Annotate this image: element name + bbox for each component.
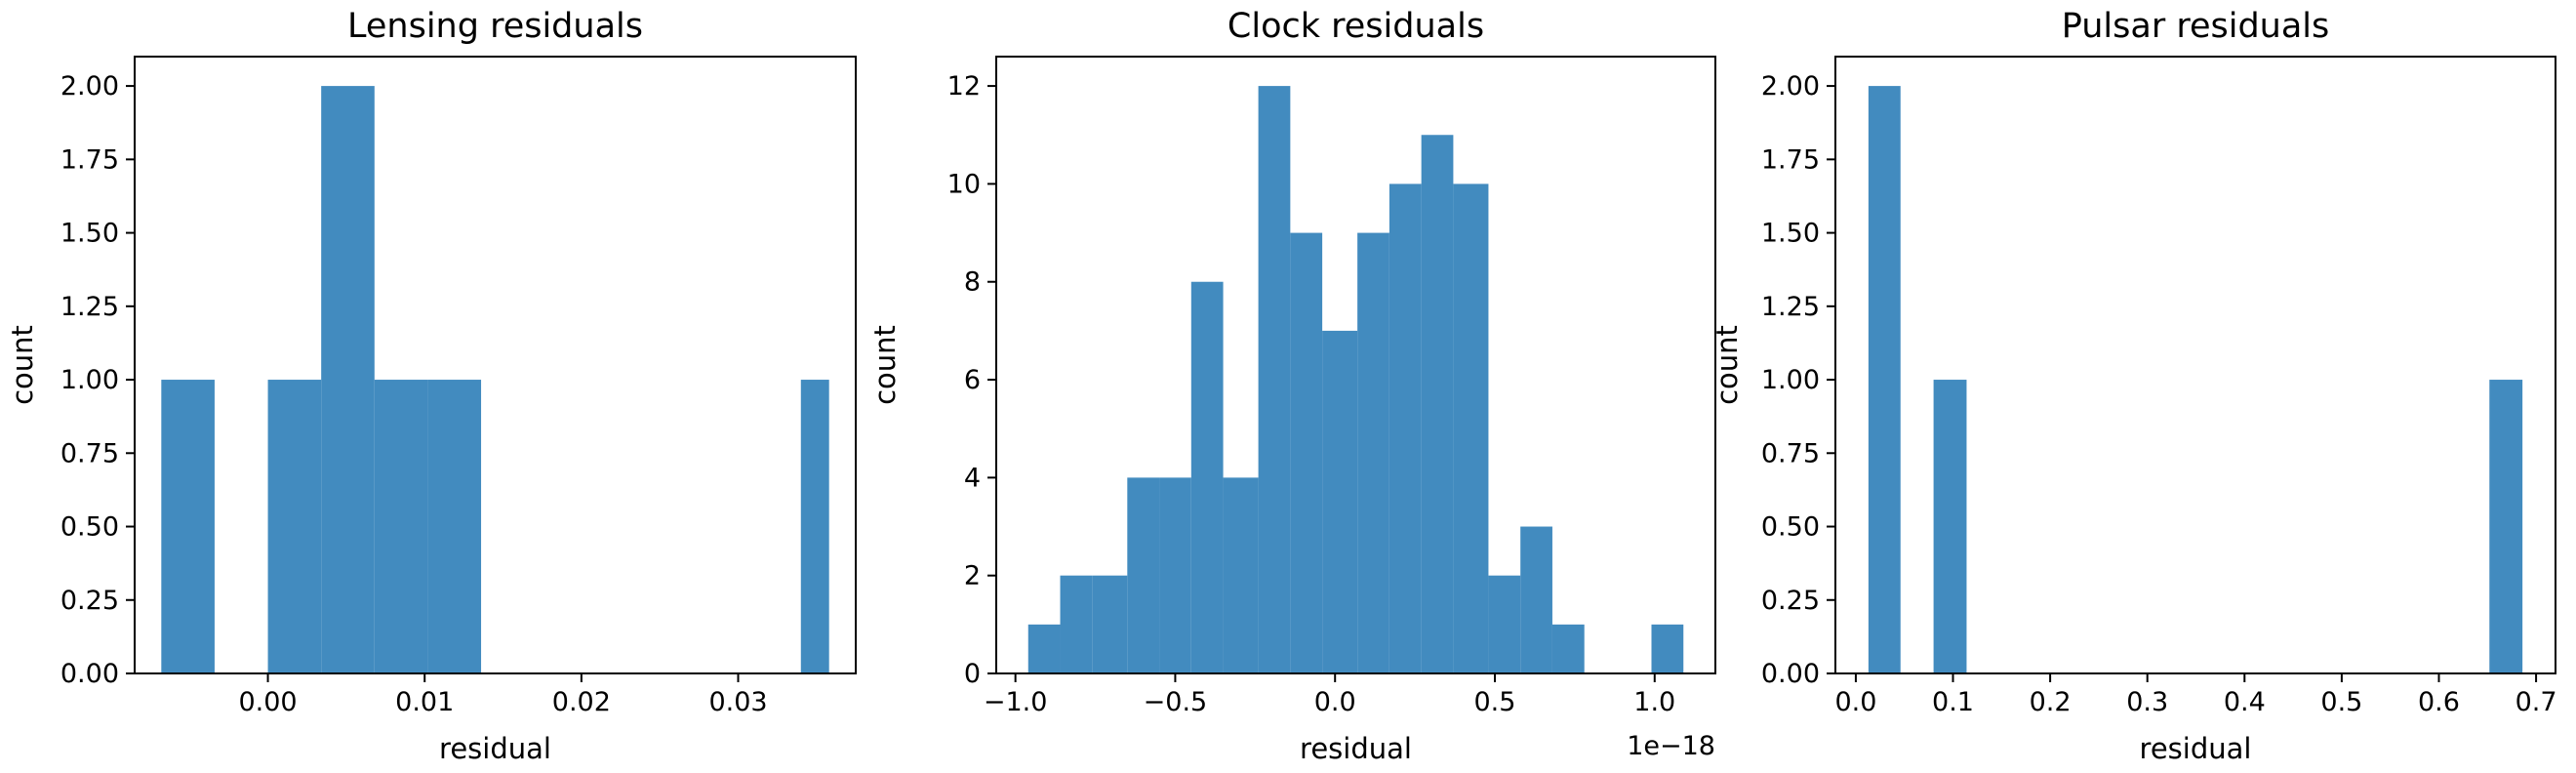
x-tick-label: 0.0 [1314, 687, 1356, 717]
y-tick-label: 2 [964, 561, 981, 591]
histogram-bar [1190, 281, 1224, 673]
x-tick-label: 0.5 [1474, 687, 1516, 717]
histogram-bar [1159, 477, 1191, 673]
x-tick-label: 0.4 [2224, 687, 2266, 717]
histogram-bar [1933, 380, 1967, 673]
histogram-bar [1027, 624, 1061, 673]
histogram-bar [1092, 575, 1128, 673]
histogram-bar [161, 380, 215, 673]
histogram-bar [267, 380, 322, 673]
y-tick-label: 0.00 [1761, 659, 1820, 689]
y-axis-label: count [1711, 325, 1744, 405]
y-tick-label: 2.00 [60, 71, 119, 102]
chart-panel-3: 0.0 0.1 0.2 0.3 0.4 0.5 0.6 0.7 0.00 0.25 0.50 0.75… [1711, 7, 2557, 765]
y-tick-label: 0.50 [1761, 512, 1820, 543]
histogram-bar [2489, 380, 2523, 673]
y-tick-label: 0 [964, 659, 981, 689]
histogram-bar [1551, 624, 1585, 673]
y-tick-label: 1.75 [1761, 144, 1820, 175]
y-tick-label: 6 [964, 365, 981, 395]
x-offset-text: 1e−18 [1627, 731, 1715, 761]
axes-frame [1834, 56, 2556, 674]
histogram-bar [1488, 575, 1521, 673]
x-axis-label: residual [1300, 732, 1412, 765]
histogram-bar [1453, 183, 1489, 673]
histogram-bar [374, 380, 428, 673]
chart-title: Lensing residuals [347, 7, 643, 46]
histogram-bar [1258, 86, 1291, 674]
chart-title: Clock residuals [1228, 7, 1484, 46]
x-tick-label: 0.02 [552, 687, 611, 717]
histogram-bar [1868, 86, 1901, 674]
histogram-bar [1651, 624, 1684, 673]
y-tick-label: 0.00 [60, 659, 119, 689]
x-tick-label: 0.3 [2126, 687, 2168, 717]
histogram-bar [427, 380, 482, 673]
histogram-bar [1127, 477, 1160, 673]
y-tick-label: 1.50 [60, 219, 119, 249]
axes-frame [995, 56, 1716, 674]
y-axis-label: count [868, 325, 902, 405]
chart-panel-2: −1.0 −0.5 0.0 0.5 1.0 0 2 4 6 8 10 12 Clock residual… [868, 7, 1716, 765]
y-tick-label: 1.50 [1761, 219, 1820, 249]
histogram-bar [321, 86, 375, 674]
histogram-bar [1421, 135, 1454, 673]
x-tick-label: 0.5 [2320, 687, 2362, 717]
histogram-bar [1060, 575, 1093, 673]
x-axis-label: residual [2140, 732, 2252, 765]
y-tick-label: 0.25 [60, 586, 119, 616]
x-tick-label: 0.7 [2516, 687, 2557, 717]
x-tick-label: 0.6 [2418, 687, 2460, 717]
x-tick-label: −1.0 [984, 687, 1048, 717]
histogram-bar [800, 380, 829, 673]
x-tick-label: 0.2 [2030, 687, 2072, 717]
x-tick-label: 0.01 [395, 687, 454, 717]
y-tick-label: 1.25 [60, 292, 119, 322]
histogram-bar [1520, 526, 1552, 673]
y-tick-label: 12 [947, 71, 981, 102]
x-tick-label: 0.1 [1932, 687, 1974, 717]
chart-title: Pulsar residuals [2062, 7, 2330, 46]
y-tick-label: 1.00 [60, 365, 119, 395]
histogram-bar [1389, 183, 1422, 673]
x-axis-label: residual [439, 732, 551, 765]
histogram-bar [1223, 477, 1259, 673]
histogram-bar [1322, 330, 1358, 673]
y-axis-label: count [6, 325, 39, 405]
y-tick-label: 1.25 [1761, 292, 1820, 322]
y-tick-label: 8 [964, 267, 981, 298]
x-tick-label: 0.00 [238, 687, 297, 717]
x-tick-label: −0.5 [1144, 687, 1208, 717]
x-tick-label: 1.0 [1633, 687, 1675, 717]
y-tick-label: 4 [964, 463, 981, 493]
chart-panel-1: 0.00 0.01 0.02 0.03 0.00 0.25 0.50 0.75 1.00 1.25… [6, 7, 857, 765]
y-tick-label: 0.50 [60, 512, 119, 543]
y-tick-label: 2.00 [1761, 71, 1820, 102]
y-tick-label: 10 [947, 169, 981, 199]
histogram-bar [1357, 232, 1389, 674]
axes-frame [134, 56, 857, 674]
y-tick-label: 1.75 [60, 144, 119, 175]
x-tick-label: 0.0 [1834, 687, 1876, 717]
x-tick-label: 0.03 [708, 687, 767, 717]
y-tick-label: 1.00 [1761, 365, 1820, 395]
histogram-bar [1290, 232, 1323, 674]
y-tick-label: 0.75 [60, 438, 119, 468]
y-tick-label: 0.75 [1761, 438, 1820, 468]
y-tick-label: 0.25 [1761, 586, 1820, 616]
